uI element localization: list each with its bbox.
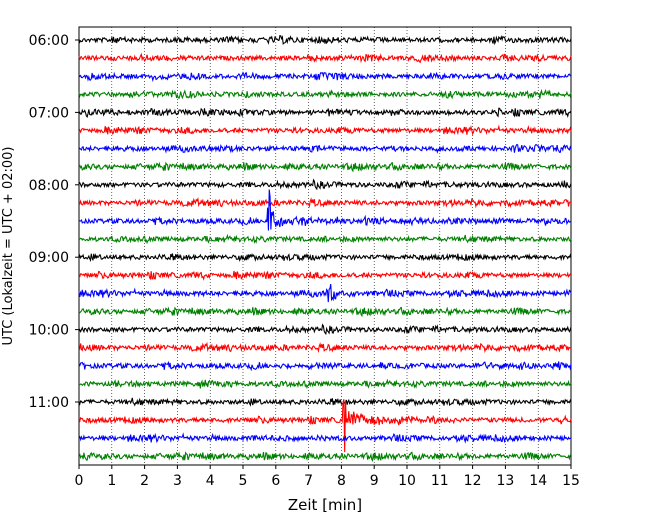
trace-0800 [78,178,572,191]
x-tick-label: 14 [529,473,547,489]
trace-0745 [78,161,572,173]
y-axis-ticks: 06:00 07:00 08:00 09:00 10:00 11:00 [29,33,79,411]
x-axis-ticks: 0 1 2 3 4 5 6 7 8 9 10 11 12 13 14 15 [75,465,580,489]
trace-0930 [78,283,572,303]
x-tick-label: 7 [304,473,313,489]
x-tick-label: 2 [140,473,149,489]
trace-1015 [78,341,572,354]
y-axis-label: UTC (Lokalzeit = UTC + 02:00) [1,147,16,346]
x-tick-label: 12 [464,473,482,489]
y-tick-label: 09:00 [29,250,69,266]
trace-0615 [78,52,572,64]
x-tick-label: 6 [271,473,280,489]
x-tick-label: 15 [562,473,580,489]
trace-1130 [78,432,572,444]
x-tick-label: 8 [337,473,346,489]
x-tick-label: 3 [173,473,182,489]
x-tick-label: 0 [75,473,84,489]
y-tick-label: 11:00 [29,395,69,411]
trace-0700 [78,107,572,118]
trace-0845 [78,233,572,245]
traces [78,34,572,463]
trace-1145 [78,451,572,463]
trace-1030 [78,360,572,372]
y-tick-label: 10:00 [29,323,69,339]
x-tick-label: 5 [239,473,248,489]
y-tick-label: 07:00 [29,105,69,121]
plot-frame [78,26,572,466]
trace-0815 [78,197,572,209]
x-tick-label: 13 [496,473,514,489]
trace-1115 [78,399,572,453]
trace-0900 [78,253,572,263]
trace-0830 [78,189,572,231]
trace-0645 [78,88,572,100]
y-tick-label: 08:00 [29,178,69,194]
trace-0730 [78,143,572,154]
trace-1000 [78,323,572,336]
x-axis-label: Zeit [min] [288,496,362,514]
trace-1100 [78,397,572,407]
grid-lines [111,27,539,465]
trace-1045 [78,378,572,389]
trace-0630 [78,71,572,83]
x-tick-label: 1 [107,473,116,489]
trace-0600 [78,34,572,46]
y-tick-label: 06:00 [29,33,69,49]
trace-0715 [78,124,572,136]
x-tick-label: 10 [398,473,416,489]
trace-0945 [78,306,572,318]
x-tick-label: 4 [206,473,215,489]
trace-0915 [78,270,572,281]
x-tick-label: 11 [431,473,449,489]
x-tick-label: 9 [370,473,379,489]
